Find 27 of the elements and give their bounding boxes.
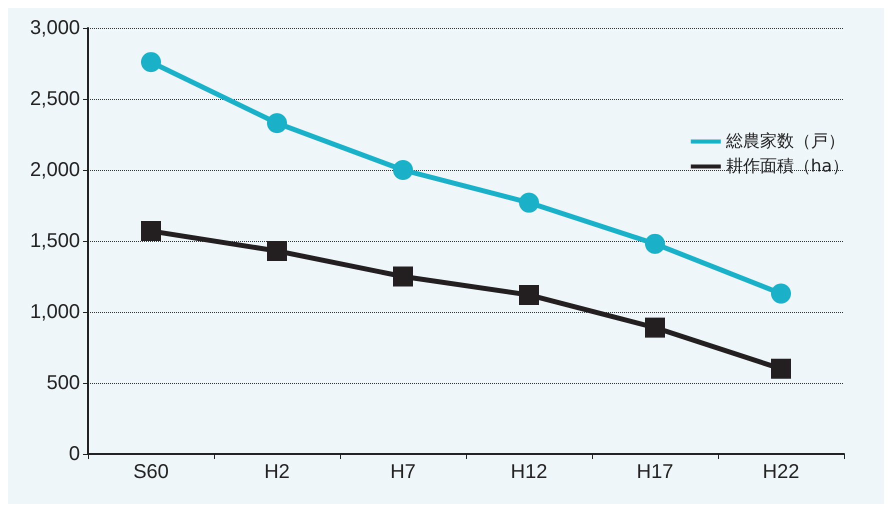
point: [141, 52, 161, 72]
x-tick-label: H22: [762, 461, 800, 483]
y-tick-label: 3,000: [30, 17, 80, 39]
point: [141, 221, 161, 242]
point: [519, 192, 539, 213]
legend-label: 総農家数（戸）: [724, 132, 845, 152]
y-tick-label: 2,000: [30, 159, 80, 181]
point: [393, 266, 413, 286]
y-tick-label: 0: [68, 443, 80, 465]
point: [519, 284, 539, 305]
point: [267, 113, 287, 134]
point: [771, 284, 791, 304]
legend-label: 耕作面積（ha）: [726, 156, 850, 176]
y-tick-label: 2,500: [30, 88, 80, 110]
point: [393, 160, 413, 180]
y-tick-label: 500: [46, 372, 80, 394]
x-tick-label: S60: [133, 461, 169, 483]
y-tick-label: 1,500: [30, 230, 80, 252]
x-tick-label: H12: [510, 461, 548, 483]
point: [267, 240, 287, 261]
point: [771, 358, 791, 379]
x-tick-label: H7: [390, 461, 416, 483]
point: [645, 234, 665, 254]
y-tick-label: 1,000: [30, 301, 80, 323]
point: [645, 318, 665, 338]
x-tick-label: H2: [264, 461, 290, 483]
x-tick-label: H17: [636, 461, 674, 483]
